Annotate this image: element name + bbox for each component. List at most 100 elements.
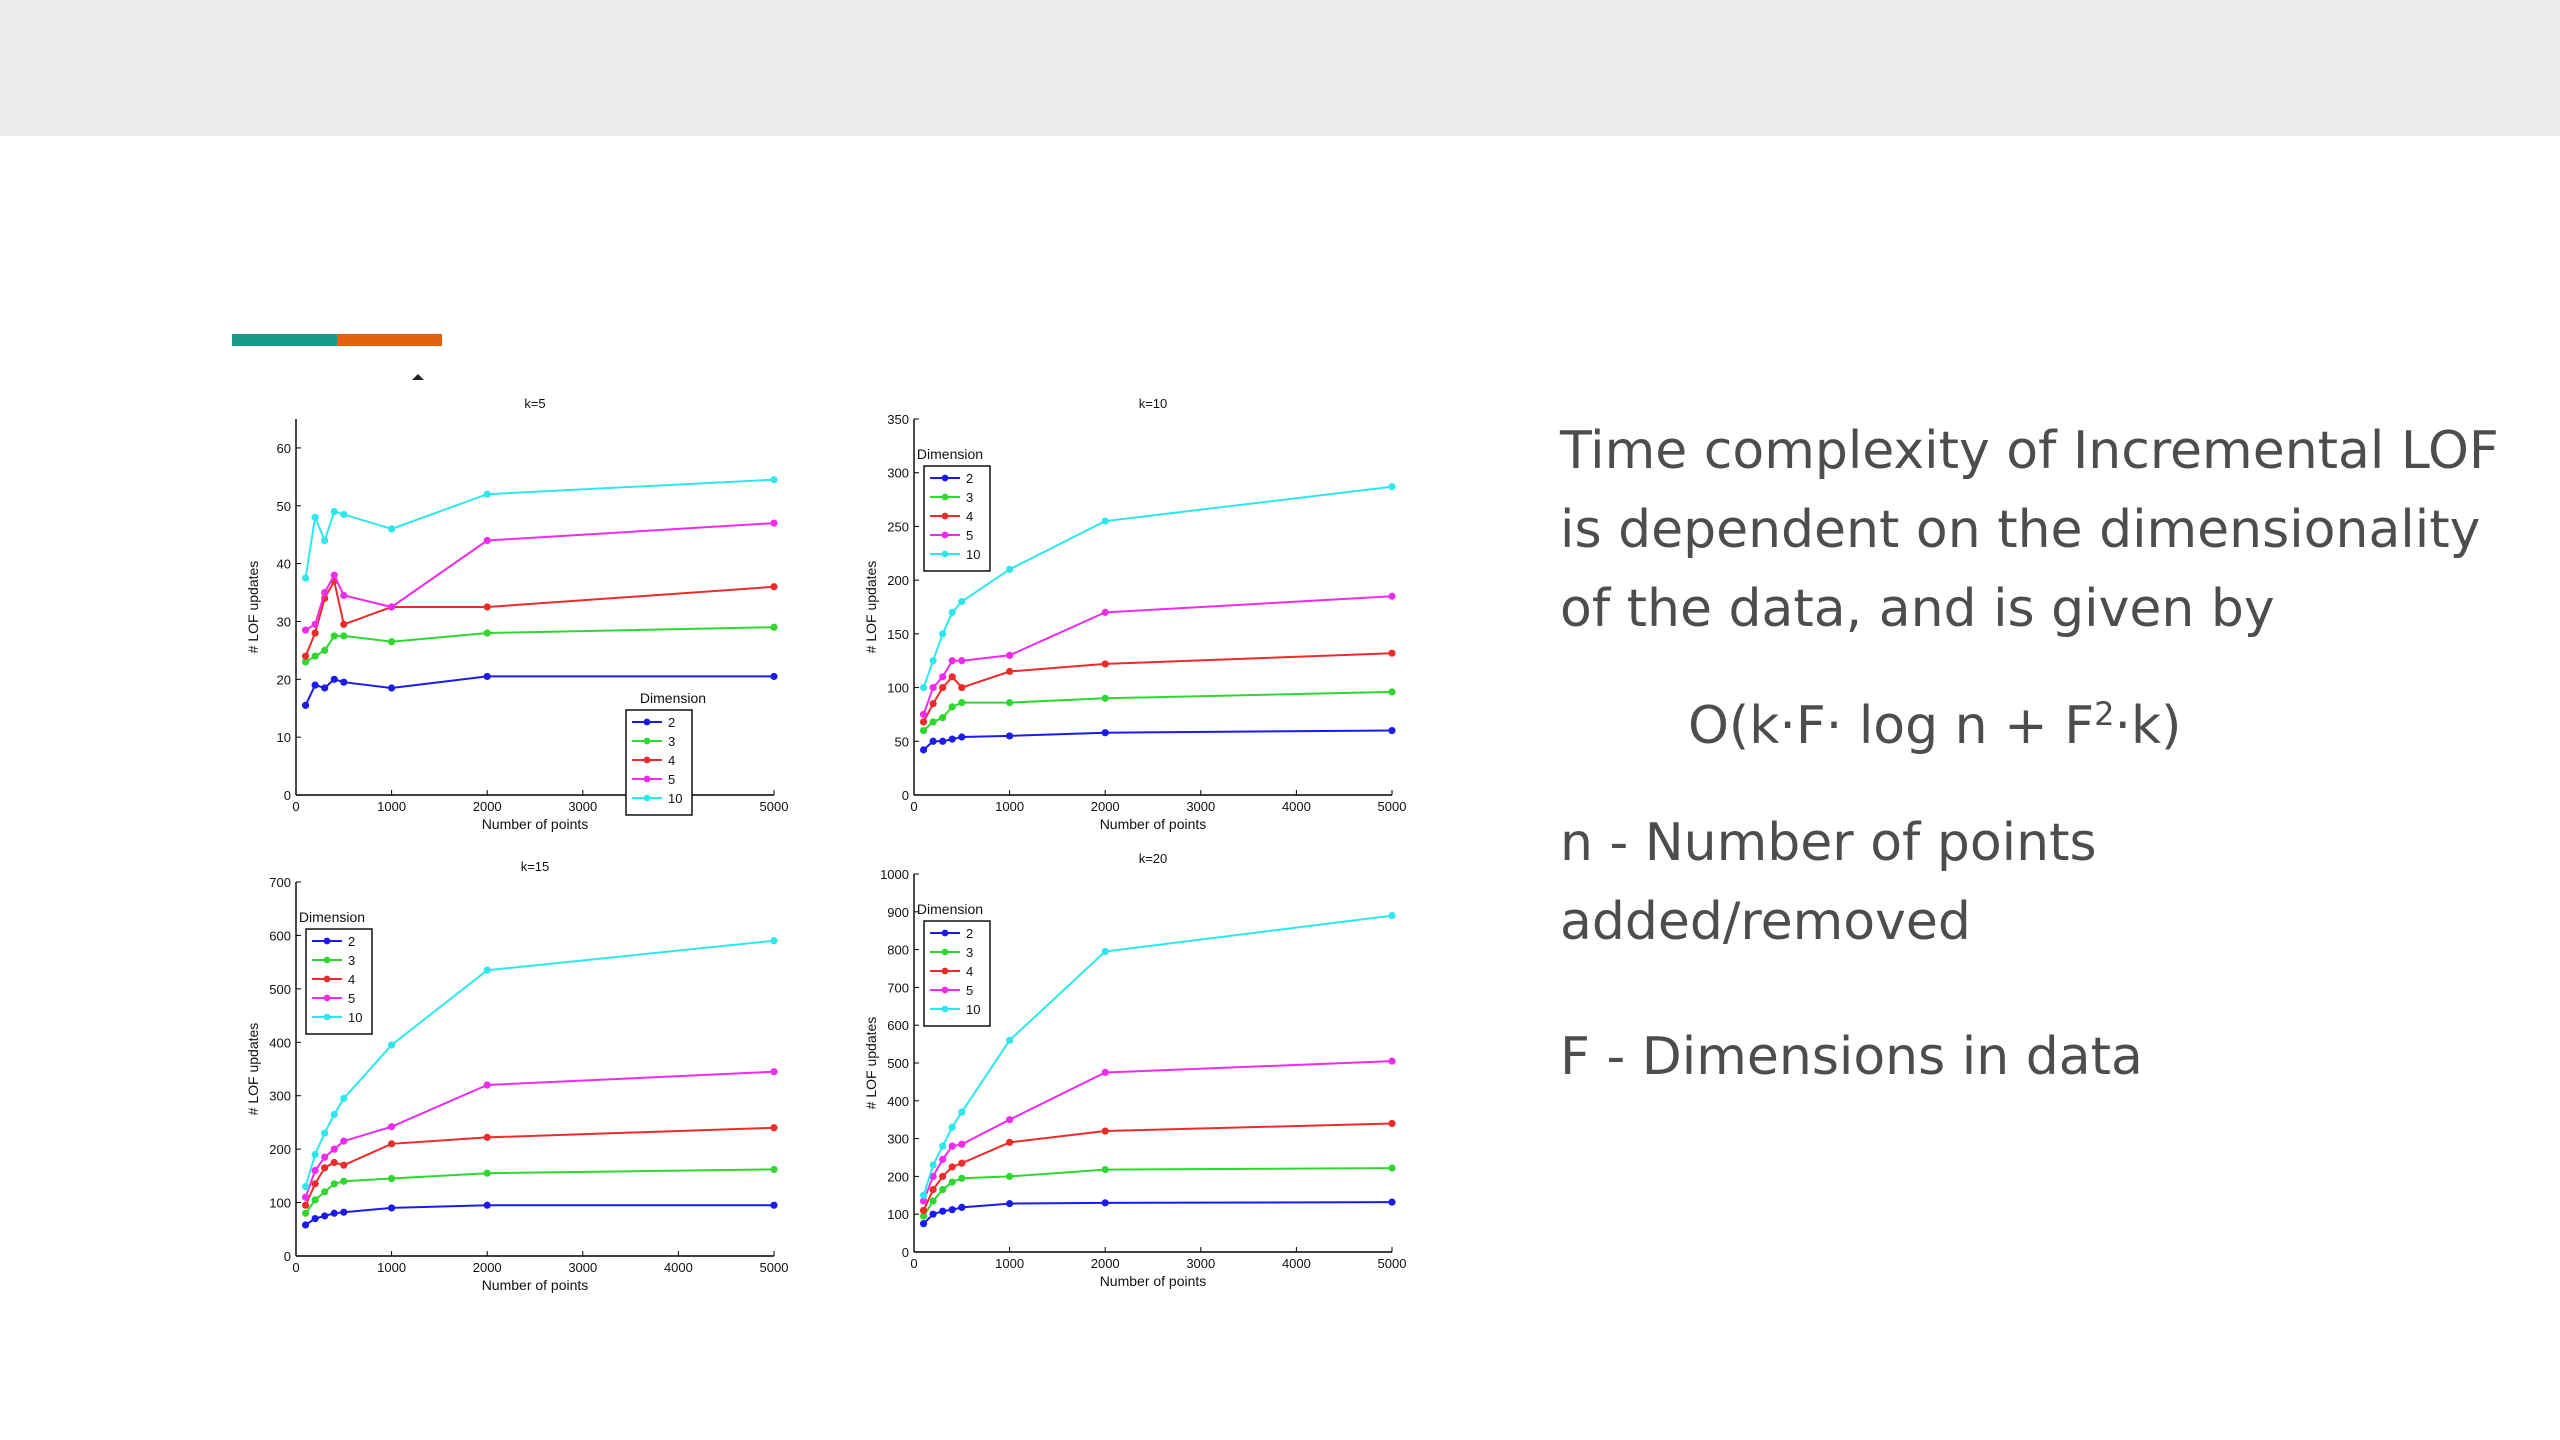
chart2-series-10-point: [340, 1094, 348, 1102]
chart3-series-4-point: [939, 1172, 947, 1180]
chart1-series-2-point: [948, 735, 956, 743]
chart2-legend-label-4: 4: [348, 972, 355, 987]
chart0-y-tick-label: 40: [277, 557, 291, 572]
chart3-x-tick-label: 0: [910, 1256, 917, 1271]
chart2-series-2-point: [770, 1201, 778, 1209]
chart2-series-4-point: [483, 1133, 491, 1141]
chart0-series-10-point: [321, 536, 329, 545]
chart2-series-3-point: [483, 1169, 491, 1177]
chart1-x-tick-label: 2000: [1091, 799, 1120, 814]
chart0-series-2-point: [330, 675, 338, 683]
chart2-series-5-point: [301, 1193, 310, 1201]
chart0-legend-marker-2: [643, 718, 651, 726]
chart-k5: 0100020003000400050000102030405060k=5Num…: [245, 396, 1406, 1293]
chart3-series-10-point: [948, 1123, 956, 1131]
chart2-series-2-point: [321, 1212, 329, 1220]
chart3-y-tick-label: 0: [902, 1245, 909, 1260]
chart0-series-10-point: [330, 507, 338, 516]
chart1-series-3-point: [958, 699, 966, 707]
chart1-series-10-point: [929, 657, 937, 665]
chart2-x-tick-label: 4000: [664, 1260, 693, 1275]
chart3-series-3-line: [922, 1167, 1393, 1217]
chart1-series-2-point: [958, 733, 966, 741]
chart1-series-5-point: [948, 657, 956, 665]
chart3-series-2-point: [1006, 1200, 1014, 1208]
chart1-series-3-point: [1006, 699, 1014, 707]
chart2-series-4-line: [304, 1126, 775, 1206]
accent-bar: [232, 334, 442, 346]
chart0-series-10-point: [340, 510, 348, 519]
chart0-legend-label-5: 5: [668, 772, 675, 787]
chart0-series-4-point: [340, 620, 348, 628]
chart1-legend-label-4: 4: [966, 509, 973, 524]
chart1-series-10-point: [1101, 517, 1109, 525]
chart1-series-2-point: [939, 737, 947, 745]
chart2-series-10-point: [483, 966, 491, 974]
chart0-series-3-point: [330, 632, 338, 640]
chart0-y-tick-label: 0: [284, 788, 291, 803]
chart1-y-tick-label: 0: [902, 788, 909, 803]
chart2-x-label: Number of points: [482, 1277, 589, 1293]
chart1-y-label: # LOF updates: [863, 561, 879, 654]
chart1-legend-marker-4: [941, 512, 949, 520]
chart3-series-10-point: [1388, 911, 1396, 920]
chart3-series-5-line: [922, 1060, 1393, 1202]
chart1-title: k=10: [1139, 396, 1168, 411]
chart0-x-tick-label: 2000: [473, 799, 502, 814]
chart0-series-4-point: [483, 603, 491, 611]
chart1-series-5-point: [919, 710, 928, 719]
chart0-series-3-point: [770, 623, 778, 631]
chart1-y-tick-label: 250: [887, 519, 909, 534]
chart3-series-2-point: [948, 1206, 956, 1214]
chart1-series-3-point: [939, 714, 947, 722]
chart0-series-2-point: [301, 701, 310, 709]
chart1-legend-label-2: 2: [966, 471, 973, 486]
chart3-y-tick-label: 800: [887, 943, 909, 958]
chart3-series-2-point: [939, 1207, 947, 1215]
chart2-y-tick-label: 0: [284, 1249, 291, 1264]
chart2-series-2-line: [305, 1204, 774, 1226]
chart1-legend-marker-2: [941, 474, 949, 482]
chart2-legend-label-3: 3: [348, 953, 355, 968]
chart2-series-10-line: [304, 939, 775, 1187]
chart1-series-3-point: [1101, 694, 1109, 702]
chart3-series-2-point: [958, 1203, 966, 1211]
chart2-legend-title: Dimension: [299, 909, 365, 925]
chart3-series-5-point: [939, 1155, 947, 1163]
chart3-y-tick-label: 300: [887, 1132, 909, 1147]
chart2-title: k=15: [521, 859, 550, 874]
chart3-series-2-point: [1101, 1199, 1109, 1207]
chart2-series-4-point: [321, 1164, 329, 1172]
chart0-series-4-point: [311, 629, 319, 637]
chart2-legend-marker-3: [323, 956, 331, 964]
chart2-legend-marker-2: [323, 937, 331, 945]
chart2-legend-label-5: 5: [348, 991, 355, 1006]
chart0-x-tick-label: 1000: [377, 799, 406, 814]
chart1-legend-label-10: 10: [966, 547, 980, 562]
chart3-legend-label-2: 2: [966, 926, 973, 941]
intro-paragraph: Time complexity of Incremental LOF is de…: [1560, 421, 2499, 639]
plot-grid: 0100020003000400050000102030405060k=5Num…: [245, 396, 1406, 1293]
chart0-legend-marker-10: [643, 794, 651, 802]
chart3-legend-label-3: 3: [966, 945, 973, 960]
caret-mark: [412, 374, 424, 380]
chart3-series-3-point: [939, 1186, 947, 1194]
chart2-series-3-point: [321, 1188, 329, 1196]
chart3-legend-marker-4: [941, 967, 949, 975]
chart2-series-5-point: [770, 1068, 778, 1076]
chart0-legend-label-2: 2: [668, 715, 675, 730]
chart0-x-label: Number of points: [482, 816, 589, 832]
chart2-series-5-line: [304, 1070, 775, 1198]
chart3-series-4-line: [922, 1122, 1393, 1211]
chart1-series-4-point: [1388, 649, 1396, 657]
chart0-series-3-point: [311, 652, 319, 660]
chart2-series-4-point: [340, 1161, 348, 1169]
chart0-y-label: # LOF updates: [245, 561, 261, 654]
chart0-legend-marker-5: [643, 775, 651, 783]
chart1-series-10-point: [958, 598, 966, 606]
chart1-series-10-point: [948, 608, 956, 616]
chart2-y-tick-label: 400: [269, 1035, 291, 1050]
chart3-series-3-point: [948, 1178, 956, 1186]
chart3-series-2-point: [929, 1210, 937, 1218]
chart1-series-4-point: [919, 718, 928, 726]
